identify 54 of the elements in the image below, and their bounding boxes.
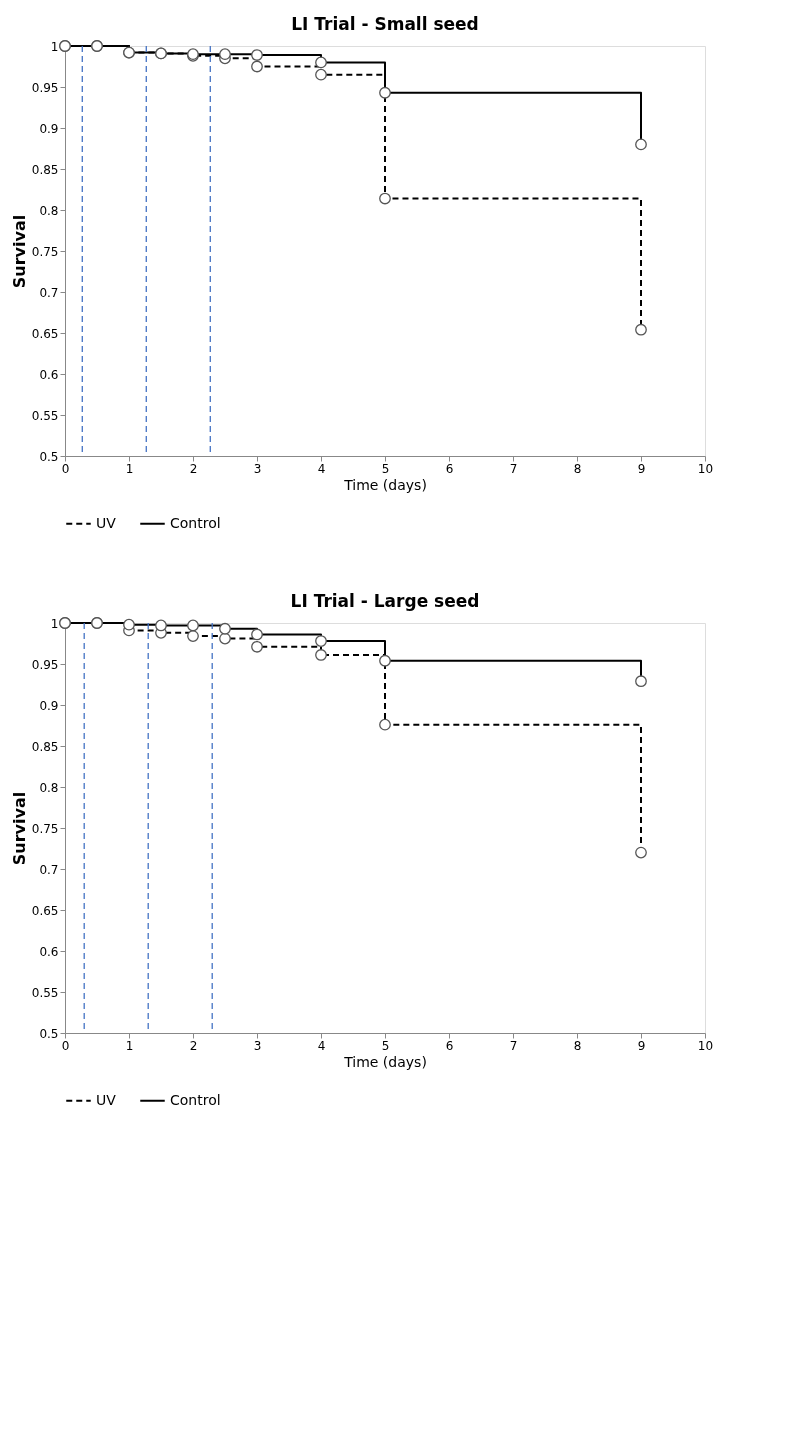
x-tick-label: 2 bbox=[189, 1038, 198, 1053]
y-tick-label: 0.9 bbox=[39, 698, 59, 713]
y-tick-label: 0.5 bbox=[39, 1026, 59, 1041]
x-tick-label: 6 bbox=[445, 461, 454, 476]
y-tick-label: 0.6 bbox=[39, 367, 59, 382]
y-tick-label: 0.8 bbox=[39, 780, 59, 795]
x-tick-label: 5 bbox=[381, 1038, 390, 1053]
x-tick-label: 0 bbox=[61, 1038, 70, 1053]
y-tick-label: 1 bbox=[50, 616, 59, 631]
y-tick-label: 0.7 bbox=[39, 285, 59, 300]
y-tick-label: 0.75 bbox=[31, 821, 59, 836]
x-tick-label: 10 bbox=[697, 461, 714, 476]
y-tick-label: 0.7 bbox=[39, 862, 59, 877]
y-tick-label: 0.85 bbox=[31, 739, 59, 754]
y-tick-label: 0.85 bbox=[31, 162, 59, 177]
x-tick-label: 7 bbox=[509, 461, 518, 476]
x-tick-label: 1 bbox=[125, 1038, 134, 1053]
y-tick-label: 0.5 bbox=[39, 449, 59, 464]
y-tick-label: 0.65 bbox=[31, 903, 59, 918]
y-tick-label: 0.95 bbox=[31, 80, 59, 95]
x-axis-title: Time (days) bbox=[343, 476, 427, 493]
y-axis-title: Survival bbox=[9, 791, 29, 866]
y-tick-label: 0.65 bbox=[31, 326, 59, 341]
x-tick-label: 3 bbox=[253, 1038, 262, 1053]
y-tick-label: 0.55 bbox=[31, 408, 59, 423]
y-tick-label: 0.9 bbox=[39, 121, 59, 136]
chart-title: LI Trial - Small seed bbox=[291, 14, 479, 35]
x-axis-title: Time (days) bbox=[343, 1053, 427, 1070]
y-tick-label: 0.55 bbox=[31, 985, 59, 1000]
x-tick-label: 5 bbox=[381, 461, 390, 476]
legend-label: UV bbox=[96, 514, 117, 531]
y-tick-label: 0.6 bbox=[39, 944, 59, 959]
x-tick-label: 0 bbox=[61, 461, 70, 476]
x-tick-label: 2 bbox=[189, 461, 198, 476]
legend-label: Control bbox=[170, 514, 221, 531]
x-tick-label: 1 bbox=[125, 461, 134, 476]
x-tick-label: 4 bbox=[317, 461, 326, 476]
legend-label: UV bbox=[96, 1091, 117, 1108]
x-tick-label: 6 bbox=[445, 1038, 454, 1053]
y-tick-label: 0.95 bbox=[31, 657, 59, 672]
chart-title: LI Trial - Large seed bbox=[290, 591, 480, 612]
y-tick-label: 0.8 bbox=[39, 203, 59, 218]
x-tick-label: 3 bbox=[253, 461, 262, 476]
y-tick-label: 1 bbox=[50, 39, 59, 54]
x-tick-label: 7 bbox=[509, 1038, 518, 1053]
y-axis-title: Survival bbox=[9, 214, 29, 289]
y-tick-label: 0.75 bbox=[31, 244, 59, 259]
x-tick-label: 9 bbox=[637, 1038, 646, 1053]
x-tick-label: 9 bbox=[637, 461, 646, 476]
x-tick-label: 10 bbox=[697, 1038, 714, 1053]
x-tick-label: 4 bbox=[317, 1038, 326, 1053]
legend-label: Control bbox=[170, 1091, 221, 1108]
x-tick-label: 8 bbox=[573, 461, 582, 476]
x-tick-label: 8 bbox=[573, 1038, 582, 1053]
